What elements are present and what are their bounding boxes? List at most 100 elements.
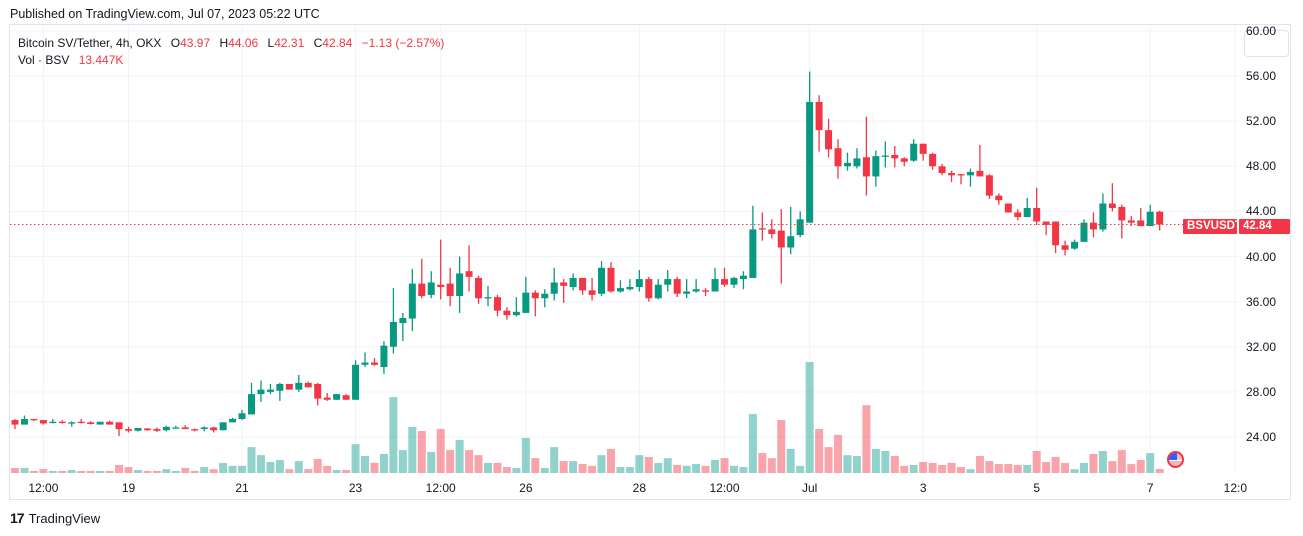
scale-settings-button[interactable] [1244,30,1289,57]
candle [248,382,255,415]
candle-body [995,195,1003,201]
candle-body [361,362,369,365]
volume-label[interactable]: Vol · BSV [18,53,70,67]
candle [427,271,435,299]
candle-body [579,277,587,291]
candle [1099,193,1107,232]
candle [664,270,672,292]
volume-bar [777,420,786,473]
volume-bar [294,461,303,473]
candle [853,148,861,169]
volume-bar [900,465,909,473]
candle-body [948,173,956,176]
candle-body [919,143,927,154]
us-flag-event-icon[interactable] [1167,451,1184,468]
candle-body [456,273,464,296]
candle-body [787,236,795,248]
volume-bar [152,470,161,473]
candle [285,383,293,390]
volume-bar [200,467,209,473]
candle [380,341,388,374]
candle [1014,209,1022,221]
candle [200,426,208,432]
candle-body [475,277,483,299]
candle [957,174,965,185]
volume-bar [815,428,824,473]
candle [702,288,710,296]
candle [815,95,823,152]
candle [598,261,606,296]
candle [181,425,189,430]
volume-bar [578,464,587,473]
candle-body [493,297,501,311]
candle [910,139,918,162]
volume-bar [663,458,672,473]
volume-bar [1004,464,1013,473]
candle [134,427,142,432]
y-tick-label: 36.00 [1246,294,1277,309]
candle-body [1061,245,1069,250]
candle [153,427,161,432]
candle [219,422,227,431]
last-price-tag: 42.84 [1239,219,1290,234]
candle [891,145,899,168]
candle [900,157,908,167]
candle [342,394,350,400]
volume-bar [465,450,474,473]
candle-body [560,282,568,286]
volume-bar [1023,464,1032,473]
candle-body [957,174,965,176]
candle-body [531,292,539,299]
candle [1023,197,1031,218]
volume-bar [105,470,114,473]
x-tick-label: 12:0 [1223,481,1248,495]
tradingview-logo-icon[interactable]: 17 [10,510,25,526]
candle-body [654,284,662,299]
candle [834,139,842,179]
brand-name[interactable]: TradingView [28,510,101,526]
symbol-title[interactable]: Bitcoin SV/Tether, 4h, OKX [18,36,162,50]
candle-body [512,311,520,316]
candle [49,418,57,424]
candle [1089,212,1097,238]
volume-bar [342,470,351,473]
candle [985,174,993,199]
candle-body [30,418,38,421]
candle-body [191,429,199,431]
candle [446,267,454,307]
candle-body [985,175,993,196]
candle-body [768,229,776,234]
candle-body [106,421,114,425]
candle-body [616,288,624,292]
volume-bar [975,456,984,473]
change-value: −1.13 (−2.57%) [361,36,445,50]
candle-body [427,282,435,295]
volume-value: 13.447K [78,53,124,67]
candle [1052,221,1060,254]
candle-body [721,279,728,285]
candle-body [607,267,615,292]
candle-body [20,418,28,425]
candle-body [815,101,823,131]
volume-bar [502,467,511,473]
y-tick-label: 52.00 [1246,114,1277,129]
close-value: 42.84 [322,36,353,50]
candle-body [276,383,284,391]
volume-bar [909,464,918,473]
volume-bar [1042,461,1051,473]
low-value: 42.31 [274,36,305,50]
candle [645,276,653,302]
candle-body [162,426,170,431]
volume-bar [228,465,237,473]
volume-bar [701,465,710,473]
x-tick-label: 26 [519,481,533,495]
candle [389,288,397,354]
symbol-price-tag: BSVUSDT [1183,219,1242,234]
candle-body [796,219,804,236]
x-tick-label: 7 [1146,481,1154,495]
volume-bar [351,444,360,473]
volume-bar [834,434,843,473]
high-label: H [219,36,229,50]
volume-bar [994,464,1003,473]
